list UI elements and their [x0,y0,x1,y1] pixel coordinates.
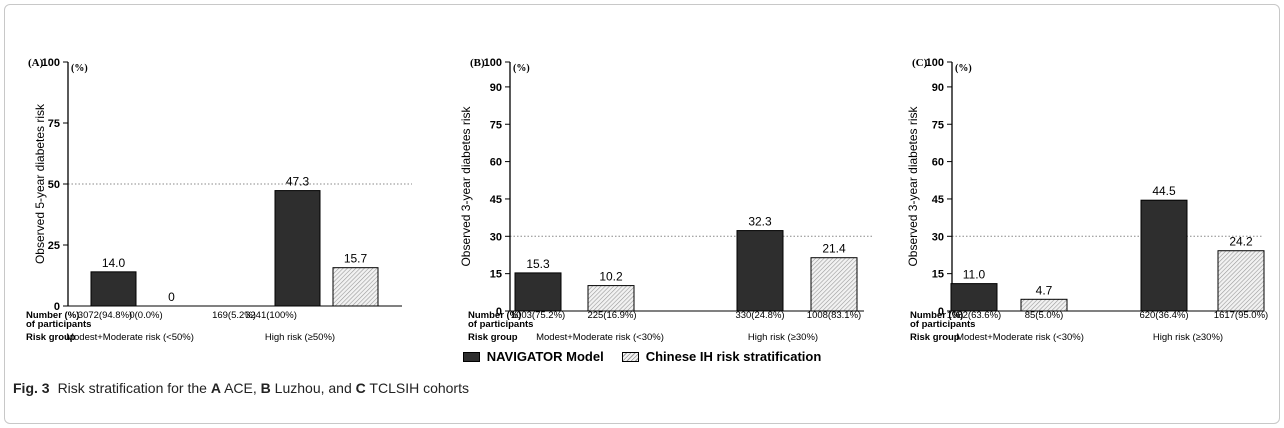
y-tick-label: 50 [48,179,60,191]
panel-label: (A) [28,57,44,69]
row-label-risk-group: Risk group [910,332,960,343]
risk-group-label: High risk (≥30%) [1153,332,1223,343]
bar-chinese-ih [810,257,858,312]
bar-value-label: 21.4 [822,242,846,256]
participants-value: 620(36.4%) [1139,310,1188,321]
bar-value-label: 4.7 [1036,283,1053,297]
legend-swatch-hatched [621,351,639,362]
panel-label: (C) [912,57,928,69]
bar-chinese-ih [1217,250,1265,312]
caption-part: A [210,380,221,396]
bar-value-label: 0 [168,290,175,304]
legend-swatch-dark [462,351,480,362]
bar-chinese-ih [587,285,635,312]
figure-label: Fig. 3 [13,380,50,396]
y-tick-label: 75 [490,119,502,131]
y-tick-label: 60 [932,157,944,169]
participants-value: 169(5.2%) [212,310,256,321]
y-tick-label: 100 [926,57,944,69]
y-tick-label: 60 [490,157,502,169]
bar-chinese-ih [1020,298,1068,312]
bar-value-label: 14.0 [102,256,126,270]
bar-value-label: 15.3 [526,257,550,271]
y-tick-label: 25 [48,240,60,252]
bar-value-label: 15.7 [344,252,368,266]
caption-part: Risk stratification for the [57,380,211,396]
row-label-participants: Number (%) [468,310,521,321]
bar-navigator [950,283,998,312]
y-tick-label: 0 [938,306,944,318]
bar-chinese-ih [332,267,379,307]
bar-value-label: 44.5 [1152,184,1176,198]
risk-group-label: High risk (≥50%) [265,332,335,343]
y-tick-label: 90 [932,82,944,94]
bar-navigator [90,271,137,307]
y-tick-label: 45 [490,194,502,206]
participants-value: 1617(95.0%) [1214,310,1268,321]
row-label-risk-group: Risk group [468,332,518,343]
participants-value: 85(5.0%) [1025,310,1064,321]
caption-part: C [355,380,366,396]
risk-group-label: High risk (≥30%) [748,332,818,343]
bar-navigator [736,230,784,312]
unit-label: (%) [513,63,530,74]
legend-item-navigator: NAVIGATOR Model [462,349,604,364]
participants-value: 3241(100%) [245,310,297,321]
y-tick-label: 15 [932,269,944,281]
participants-value: 1008(83.1%) [807,310,861,321]
risk-group-label: Modest+Moderate risk (<30%) [956,332,1084,343]
y-tick-label: 0 [496,306,502,318]
figure-caption: Fig. 3 Risk stratification for the A ACE,… [13,380,469,396]
participants-value: 1082(63.6%) [947,310,1001,321]
bar-value-label: 47.3 [286,175,310,189]
y-tick-label: 30 [932,231,944,243]
caption-part: B [260,380,271,396]
caption-part: ACE, [220,380,261,396]
bar-value-label: 24.2 [1229,235,1253,249]
bar-navigator [274,190,321,307]
participants-value: 330(24.8%) [735,310,784,321]
y-tick-label: 90 [490,82,502,94]
caption-part: Luzhou, and [270,380,356,396]
y-tick-label: 30 [490,231,502,243]
bar-value-label: 10.2 [599,270,623,284]
panel-label: (B) [470,57,485,69]
y-tick-label: 100 [484,57,502,69]
row-label-participants: of participants [910,319,975,330]
y-tick-label: 15 [490,269,502,281]
y-tick-label: 75 [48,118,60,130]
participants-value: 0(0.0%) [129,310,162,321]
unit-label: (%) [955,63,972,74]
bar-value-label: 32.3 [748,215,772,229]
risk-group-label: Modest+Moderate risk (<30%) [536,332,664,343]
legend-label-chinese-ih: Chinese IH risk stratification [645,349,822,364]
y-tick-label: 75 [932,119,944,131]
row-label-participants: Number (%) [910,310,963,321]
unit-label: (%) [71,63,88,74]
y-tick-label: 45 [932,194,944,206]
row-label-participants: of participants [26,319,91,330]
bar-value-label: 11.0 [963,268,986,282]
bar-navigator [514,272,562,312]
participants-value: 3072(94.8%) [78,310,132,321]
caption-text: Risk stratification for the A ACE, B Luz… [58,380,469,396]
y-tick-label: 0 [54,301,60,313]
caption-part: TCLSIH cohorts [365,380,469,396]
row-label-participants: of participants [468,319,533,330]
figure-frame [4,4,1280,424]
legend-item-chinese-ih: Chinese IH risk stratification [621,349,822,364]
risk-group-label: Modest+Moderate risk (<50%) [66,332,194,343]
participants-value: 1003(75.2%) [511,310,565,321]
legend-label-navigator: NAVIGATOR Model [486,349,604,364]
y-axis-label: Observed 3-year diabetes risk [906,105,920,266]
y-axis-label: Observed 5-year diabetes risk [33,103,47,264]
row-label-participants: Number (%) [26,310,79,321]
bar-navigator [1140,199,1188,312]
row-label-risk-group: Risk group [26,332,76,343]
legend: NAVIGATOR Model Chinese IH risk stratifi… [0,349,1284,364]
y-axis-label: Observed 3-year diabetes risk [459,105,473,266]
participants-value: 225(16.9%) [587,310,636,321]
y-tick-label: 100 [42,57,60,69]
